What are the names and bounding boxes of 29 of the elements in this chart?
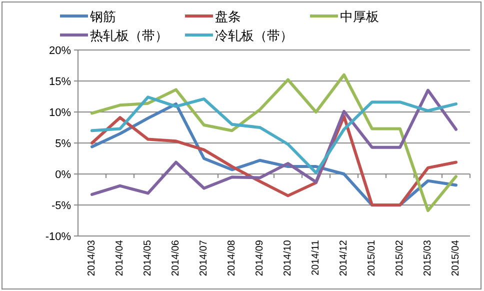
line-series [90,73,458,212]
x-tick-label: 2014/09 [254,240,266,276]
x-tick-label: 2015/03 [422,240,434,276]
x-tick-label: 2014/05 [142,240,154,276]
x-tick-label: 2014/04 [114,240,126,276]
y-tick-label: 15% [48,76,72,88]
line-series [90,88,458,196]
legend-label: 钢筋 [89,9,116,24]
y-tick-label: 5% [55,138,72,150]
x-tick-label: 2015/04 [450,240,462,276]
x-tick-label: 2015/01 [366,240,378,276]
legend-label: 盘条 [215,9,241,24]
y-tick-label: -10% [45,231,72,243]
y-tick-label: 10% [48,107,72,119]
x-tick-label: 2014/03 [86,240,98,276]
y-tick-label: 0% [55,169,72,181]
line-series [90,96,458,174]
x-tick-label: 2014/06 [170,240,182,276]
x-tick-label: 2015/02 [394,240,406,276]
y-tick-label: 20% [48,45,72,57]
legend-label: 热轧板（带） [90,28,168,43]
legend-label: 中厚板 [340,9,379,24]
x-tick-label: 2014/11 [310,240,322,276]
y-tick-label: -5% [51,200,72,212]
x-tick-label: 2014/12 [338,240,350,276]
x-tick-label: 2014/10 [282,240,294,276]
legend-label: 冷轧板（带） [215,28,293,43]
x-tick-label: 2014/07 [198,240,210,276]
x-tick-label: 2014/08 [226,240,238,276]
